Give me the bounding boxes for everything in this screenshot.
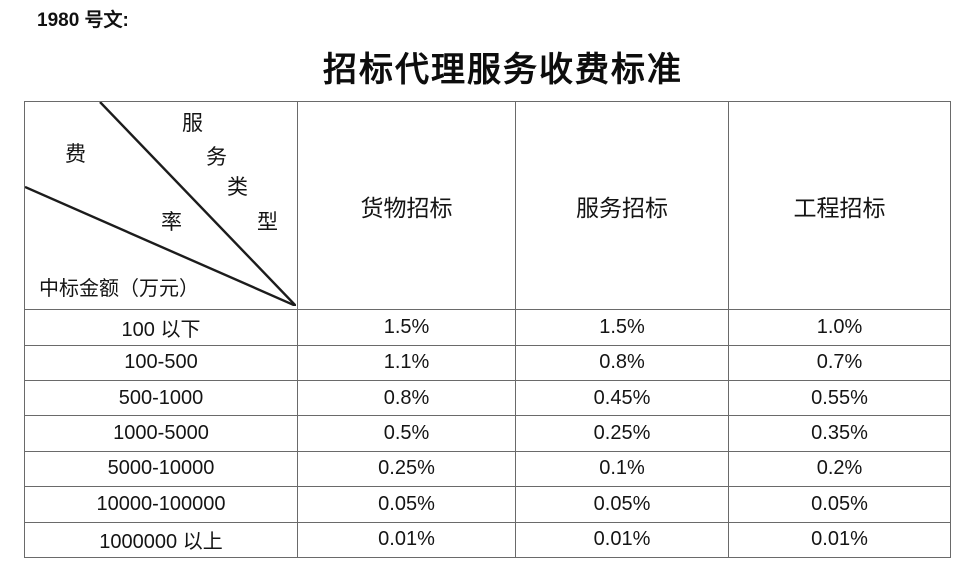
fee-value-cell: 0.7% — [728, 344, 951, 382]
col-axis-char-2: 务 — [206, 145, 227, 169]
row-header-cell: 100 以下 — [24, 309, 298, 346]
fee-value-cell: 1.5% — [515, 309, 729, 346]
fee-value-cell: 0.2% — [728, 450, 951, 488]
fee-axis-char-1: 费 — [65, 142, 86, 166]
row-header-cell: 1000000 以上 — [24, 521, 298, 559]
fee-value-cell: 0.55% — [728, 380, 951, 417]
table-row: 10000-100000 0.05% 0.05% 0.05% — [24, 486, 951, 523]
amount-axis-label: 中标金额（万元） — [39, 278, 199, 300]
table-header-row: 服 务 类 型 费 率 中标金额（万元） 货物招标 服务招标 工程招标 — [24, 100, 951, 311]
fee-value-cell: 0.25% — [515, 415, 729, 452]
fee-value-cell: 1.1% — [297, 344, 516, 382]
fee-value-cell: 0.45% — [515, 380, 729, 417]
page-title: 招标代理服务收费标准 — [323, 52, 683, 89]
column-header-goods: 货物招标 — [297, 100, 516, 311]
column-header-services: 服务招标 — [515, 100, 729, 311]
fee-value-cell: 0.25% — [297, 450, 516, 488]
table-row: 1000000 以上 0.01% 0.01% 0.01% — [24, 521, 951, 559]
col-axis-char-1: 服 — [182, 111, 203, 135]
fee-value-cell: 1.0% — [728, 309, 951, 346]
fee-value-cell: 0.05% — [297, 486, 516, 523]
fee-value-cell: 0.01% — [297, 521, 516, 559]
fee-value-cell: 0.01% — [728, 521, 951, 559]
fee-value-cell: 0.8% — [297, 380, 516, 417]
row-header-cell: 100-500 — [24, 344, 298, 382]
row-header-cell: 10000-100000 — [24, 486, 298, 523]
col-axis-char-4: 型 — [257, 210, 278, 234]
table-row: 100 以下 1.5% 1.5% 1.0% — [24, 309, 951, 346]
table-row: 100-500 1.1% 0.8% 0.7% — [24, 344, 951, 382]
doc-number-label: 1980 号文: — [37, 10, 129, 31]
table-row: 500-1000 0.8% 0.45% 0.55% — [24, 380, 951, 417]
fee-value-cell: 0.05% — [515, 486, 729, 523]
col-axis-char-3: 类 — [227, 175, 248, 199]
fee-table: 服 务 类 型 费 率 中标金额（万元） 货物招标 服务招标 工程招标 100 … — [24, 100, 951, 559]
row-header-cell: 1000-5000 — [24, 415, 298, 452]
table-row: 1000-5000 0.5% 0.25% 0.35% — [24, 415, 951, 452]
fee-axis-char-2: 率 — [161, 210, 182, 234]
table-row: 5000-10000 0.25% 0.1% 0.2% — [24, 450, 951, 488]
fee-value-cell: 0.5% — [297, 415, 516, 452]
fee-value-cell: 0.05% — [728, 486, 951, 523]
column-header-works: 工程招标 — [728, 100, 951, 311]
corner-box: 服 务 类 型 费 率 中标金额（万元） — [25, 102, 297, 309]
fee-value-cell: 0.35% — [728, 415, 951, 452]
fee-value-cell: 0.01% — [515, 521, 729, 559]
table-corner-cell: 服 务 类 型 费 率 中标金额（万元） — [24, 100, 298, 311]
fee-value-cell: 1.5% — [297, 309, 516, 346]
fee-value-cell: 0.1% — [515, 450, 729, 488]
row-header-cell: 500-1000 — [24, 380, 298, 417]
diagonal-divider-lines — [25, 102, 296, 306]
fee-value-cell: 0.8% — [515, 344, 729, 382]
row-header-cell: 5000-10000 — [24, 450, 298, 488]
